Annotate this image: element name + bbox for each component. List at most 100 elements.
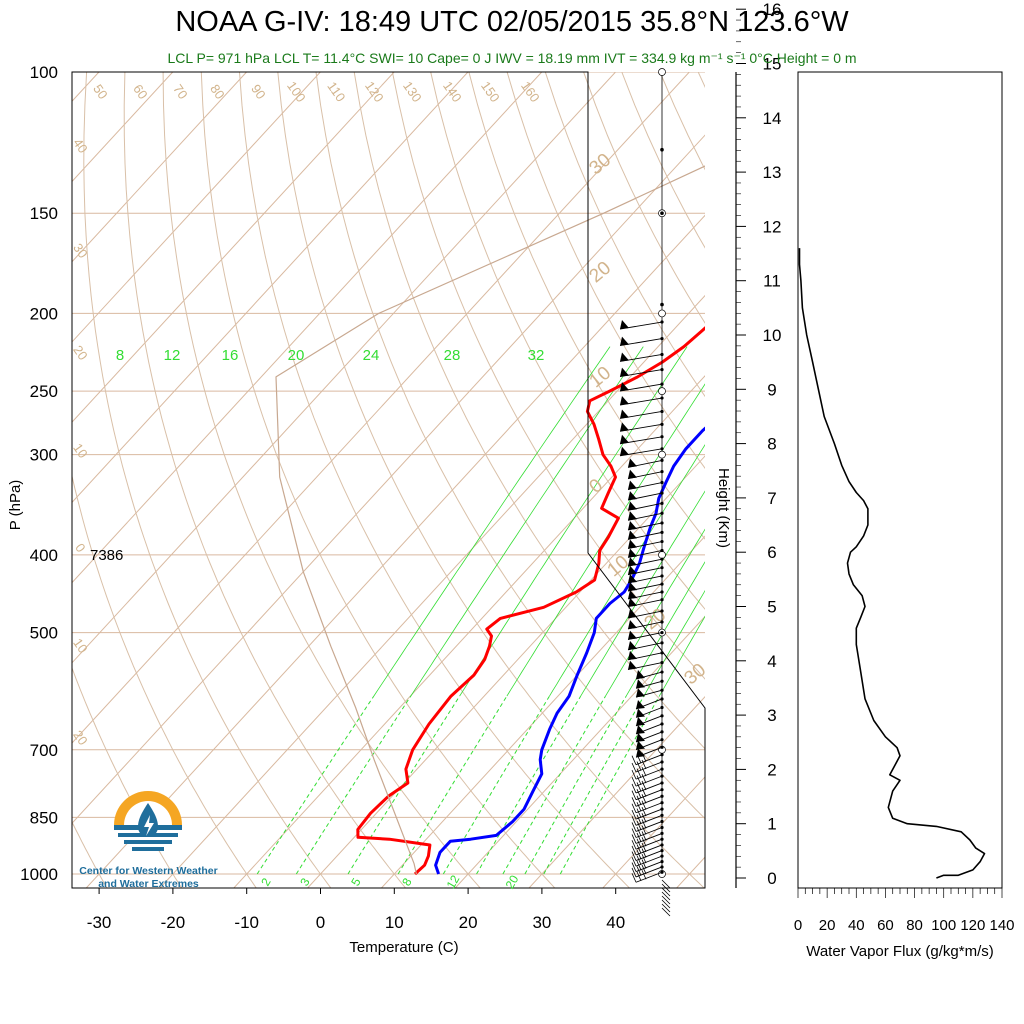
wind-barb-feather [661,891,671,901]
adiabat-label-left: 30 [70,240,91,260]
mixing-ratio-label: 16 [222,347,239,364]
wind-barb [627,565,664,576]
wind-barb-shaft [635,855,663,867]
wind-barb-shaft [635,814,663,826]
wind-barb-feather [661,907,671,917]
mixing-ratio-label-bottom: 2 [258,875,274,888]
wind-barb-feather [636,871,642,881]
wind-barb-flag [628,491,637,501]
mixing-ratio-line-dashed [295,695,412,875]
wind-barb [627,480,664,490]
wind-barb-feather [641,766,647,777]
wind-barb-dot [660,620,664,624]
wind-barb-feather [641,800,647,810]
wind-barb-feather [641,794,647,804]
wind-barb-feather [631,867,637,878]
wind-barb-feather [641,842,647,853]
wind-barb-dot [660,548,664,553]
wind-barb-feather [636,820,642,831]
wind-barb-flag [628,619,637,629]
wind-barb-feather [631,873,637,883]
wind-barb-feather [636,775,642,785]
wind-barb-flag [620,446,629,456]
adiabat-label-right: 10 [585,363,615,393]
mixing-ratio-label-bottom: 12 [444,872,463,891]
wind-barb-dot [660,738,664,742]
wind-barb [635,688,664,698]
wind-barb-feather [636,761,642,771]
wind-barb-dot [660,807,664,811]
wind-barb-flag [628,530,637,540]
wind-barb [627,589,664,600]
wind-barb-feather [631,803,637,813]
dry-adiabat [72,473,257,888]
wind-barb-dot [660,641,664,645]
dry-adiabat [83,72,332,888]
wind-barb-flag [628,548,637,558]
wind-barb-dot [660,470,664,474]
isotherm [72,72,543,584]
wind-barb-feather [631,755,637,765]
wind-barb-dot [660,660,664,665]
isotherm-label: 160 [518,79,543,105]
wind-barb [627,582,664,592]
dry-adiabat [506,72,705,469]
isotherm [72,72,469,504]
wind-barb-shaft [635,768,663,780]
wind-barb-dot [660,651,664,655]
wind-barb-feather [641,759,647,770]
dry-adiabat [697,72,705,89]
wind-barb-shaft [635,871,663,883]
wind-barb-dot [660,688,664,692]
isotherm-label: 60 [130,81,151,101]
mixing-ratio-label-bottom: 3 [297,875,313,888]
barb-level-circle [658,309,666,318]
wind-barb-feather [636,814,642,825]
wind-barb-shaft [635,775,663,787]
wind-barb [619,422,664,432]
wind-barb-dot [660,679,664,683]
wind-barb-dot [660,697,664,701]
wind-barb-dot [660,566,664,570]
wind-barb-dot [660,630,664,635]
wind-barb-dot [660,788,664,792]
dry-adiabat [277,72,705,888]
wind-barb-feather [636,789,642,799]
wind-barb-dot [660,435,664,439]
wind-barb-flag [628,573,637,583]
wind-barb-feather [631,851,637,861]
wind-barb-dot [660,848,664,853]
wind-barb-flag [620,352,629,362]
x-tick-label: 40 [606,913,625,932]
wind-barb-dot [660,396,664,400]
wind-barb [627,660,664,671]
wind-barb-dot [660,521,664,525]
dry-adiabat [315,72,705,820]
wind-barb-dot [660,511,664,515]
mixing-ratio-label-bottom: 8 [399,875,415,888]
wind-barb-feather [631,816,637,826]
wind-barb-flag [628,565,637,575]
x-tick-label: 20 [459,913,478,932]
wind-barb [627,609,664,619]
wind-barb [631,864,664,878]
wind-barb-dot [660,870,664,874]
wind-barb-dot [660,730,664,734]
adiabat-label-left: 40 [70,135,91,155]
wind-barb-dot [660,767,664,771]
adiabat-label-left: 10 [70,440,91,460]
height-tick-label: 12 [763,217,782,236]
wind-barb-flag [620,422,629,432]
wind-barb [627,511,664,521]
height-tick-label: 0 [767,869,776,888]
wind-barb-dot [660,422,664,426]
wind-barb-dot [660,859,664,864]
wind-barb-dot [660,447,664,451]
wind-barb-dot [660,781,664,785]
wind-barb [635,679,664,689]
wind-barb-flag [628,597,637,607]
isotherm [85,214,705,888]
wind-barb [631,848,664,862]
wv-tick-label: 60 [877,917,894,934]
skewt-series [275,165,705,876]
